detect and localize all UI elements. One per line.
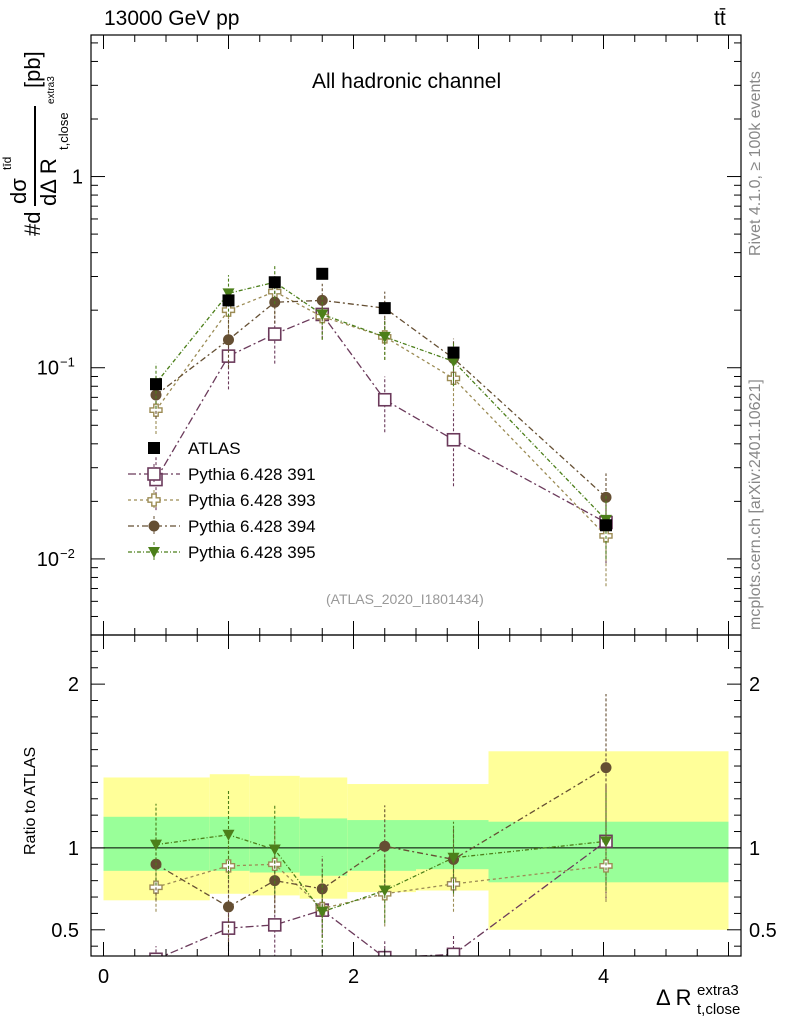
band-inner-3 <box>299 818 348 876</box>
marker-pythia-6-428-394-1 <box>223 334 234 346</box>
marker-atlas-3 <box>316 267 329 280</box>
marker-pythia-6-428-395-3 <box>316 309 329 321</box>
band-inner-6 <box>488 821 729 883</box>
ratio-marker-pythia-6-428-395-2 <box>268 844 281 856</box>
y-label-unit: [pb] <box>20 51 45 88</box>
marker-atlas-1 <box>222 294 235 307</box>
marker-pythia-6-428-394-3 <box>316 294 328 306</box>
y-label-denominator: dΔ R <box>36 158 61 206</box>
legend-marker-pythia-6-428-391 <box>147 467 161 481</box>
marker-atlas-4 <box>378 302 391 315</box>
ratio-marker-pythia-6-428-393-2 <box>268 857 282 871</box>
ratio-marker-pythia-6-428-395-5 <box>447 852 460 864</box>
ratio-uncertainty-bands <box>103 751 729 930</box>
marker-atlas-6 <box>600 519 612 532</box>
marker-pythia-6-428-395-4 <box>378 331 391 343</box>
process-label: tt̄ <box>714 7 726 30</box>
legend-label-pythia-6-428-393: Pythia 6.428 393 <box>188 491 316 510</box>
channel-title: All hadronic channel <box>312 70 502 93</box>
legend-marker-pythia-6-428-394 <box>148 520 160 532</box>
marker-pythia-6-428-393-6 <box>599 529 613 543</box>
marker-pythia-6-428-394-0 <box>150 389 162 401</box>
ratio-y-tick-label-right: 2 <box>749 674 760 696</box>
ratio-plot-series <box>149 693 613 956</box>
y-label-numerator-sup: tīd <box>0 156 14 170</box>
marker-atlas-0 <box>150 378 162 391</box>
legend-label-pythia-6-428-394: Pythia 6.428 394 <box>188 517 316 536</box>
y-label-numerator: dσ <box>6 178 31 204</box>
main-y-tick-label: 10 <box>37 549 59 571</box>
legend-marker-pythia-6-428-395 <box>148 547 160 558</box>
legend-label-atlas: ATLAS <box>188 439 241 458</box>
ratio-marker-pythia-6-428-394-4 <box>379 840 391 852</box>
analysis-tag: (ATLAS_2020_I1801434) <box>326 591 484 607</box>
ratio-marker-pythia-6-428-393-1 <box>221 859 236 873</box>
ratio-marker-pythia-6-428-394-6 <box>600 762 612 774</box>
ratio-marker-pythia-6-428-394-1 <box>223 901 234 913</box>
legend: ATLAS Pythia 6.428 391 Pythia 6.428 393 Pyt… <box>128 439 316 562</box>
x-tick-label: 4 <box>598 966 609 988</box>
legend-marker-atlas <box>148 442 160 454</box>
ratio-marker-pythia-6-428-391-5 <box>446 947 461 956</box>
ratio-marker-pythia-6-428-393-5 <box>446 877 461 891</box>
ratio-marker-pythia-6-428-395-0 <box>150 839 162 851</box>
marker-pythia-6-428-393-0 <box>149 403 163 417</box>
rivet-version-label: Rivet 4.1.0, ≥ 100k events <box>747 71 764 256</box>
marker-pythia-6-428-395-1 <box>222 288 235 300</box>
marker-pythia-6-428-391-2 <box>267 327 282 341</box>
main-y-tick-label: 1 <box>72 167 83 189</box>
ratio-marker-pythia-6-428-393-6 <box>599 859 613 873</box>
ratio-y-tick-label: 0.5 <box>51 920 79 942</box>
ratio-marker-pythia-6-428-394-2 <box>269 875 281 887</box>
axis-ticks: 110 −110 −20.5 0.51 12 20 2 4 <box>37 35 777 988</box>
legend-label-pythia-6-428-395: Pythia 6.428 395 <box>188 543 316 562</box>
main-y-tick-exponent: −1 <box>60 355 75 370</box>
energy-label: 13000 GeV pp <box>104 7 240 30</box>
ratio-marker-pythia-6-428-395-1 <box>222 829 235 841</box>
x-axis-label-sub: t,close <box>697 1001 741 1018</box>
marker-pythia-6-428-391-4 <box>377 392 392 407</box>
ratio-marker-pythia-6-428-395-6 <box>600 836 612 848</box>
ratio-marker-pythia-6-428-391-0 <box>149 952 163 956</box>
main-y-tick-label: 10 <box>37 358 59 380</box>
ratio-y-tick-label: 2 <box>68 674 79 696</box>
ratio-marker-pythia-6-428-394-3 <box>316 883 328 895</box>
main-y-axis-label: #d dσ tīd dΔ R t,close extra3 [pb] <box>0 26 86 236</box>
mcplots-label: mcplots.cern.ch [arXiv:2401.10621] <box>747 379 764 630</box>
ratio-y-tick-label-right: 0.5 <box>749 920 777 942</box>
main-y-tick-exponent: −2 <box>60 546 75 561</box>
ratio-y-tick-label: 1 <box>68 838 79 860</box>
y-label-denominator-sub: t,close <box>56 112 71 150</box>
x-axis-label: Δ R <box>656 985 692 1010</box>
x-axis-label-sup: extra3 <box>697 982 739 999</box>
ratio-y-tick-label-right: 1 <box>749 838 760 860</box>
y-label-prefix: #d <box>20 211 45 236</box>
x-tick-label: 0 <box>98 966 109 988</box>
y-label-denominator-subsup: extra3 <box>46 76 57 104</box>
ratio-y-axis-label: Ratio to ATLAS <box>22 746 39 855</box>
ratio-marker-pythia-6-428-391-2 <box>267 918 282 932</box>
x-tick-label: 2 <box>348 966 359 988</box>
marker-atlas-2 <box>268 276 281 289</box>
ratio-marker-pythia-6-428-395-4 <box>378 885 391 897</box>
ratio-marker-pythia-6-428-393-0 <box>149 880 163 894</box>
legend-marker-pythia-6-428-393 <box>147 493 161 507</box>
marker-pythia-6-428-391-5 <box>446 432 461 447</box>
marker-pythia-6-428-395-5 <box>447 356 460 368</box>
main-plot-series <box>149 264 613 587</box>
ratio-marker-pythia-6-428-395-3 <box>316 906 329 918</box>
marker-atlas-5 <box>447 346 460 359</box>
legend-label-pythia-6-428-391: Pythia 6.428 391 <box>188 465 316 484</box>
